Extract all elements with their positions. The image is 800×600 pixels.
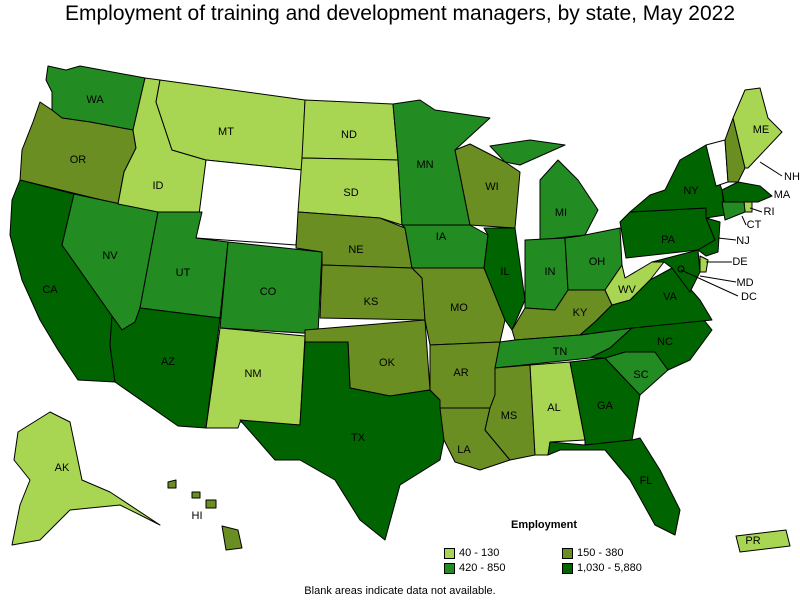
state-AK[interactable] [11, 411, 161, 546]
state-ME[interactable] [732, 87, 783, 169]
state-label-NC: NC [657, 336, 673, 348]
state-label-NE: NE [348, 244, 363, 256]
state-label-ME: ME [753, 124, 770, 136]
state-label-FL: FL [640, 475, 653, 487]
state-label-WA: WA [86, 94, 104, 106]
legend-item: 1,030 - 5,880 [562, 562, 642, 574]
state-label-PR: PR [745, 535, 760, 547]
state-label-TN: TN [553, 346, 568, 358]
state-label-SC: SC [633, 369, 648, 381]
legend-item: 150 - 380 [562, 547, 623, 559]
state-WY[interactable] [195, 159, 303, 246]
legend-label: 420 - 850 [459, 562, 506, 574]
state-MA[interactable] [721, 181, 773, 203]
footnote: Blank areas indicate data not available. [304, 585, 496, 597]
legend-swatch [562, 562, 573, 574]
legend-title: Employment [511, 519, 578, 531]
state-label-CA: CA [42, 284, 58, 296]
state-label-SD: SD [343, 187, 358, 199]
state-CT[interactable] [721, 201, 746, 221]
legend-label: 1,030 - 5,880 [577, 562, 642, 574]
state-label-TX: TX [351, 432, 366, 444]
state-label-CT: CT [747, 219, 762, 231]
leader-lines [680, 161, 783, 297]
state-label-MO: MO [450, 302, 468, 314]
state-label-CO: CO [260, 286, 277, 298]
legend-label: 150 - 380 [577, 547, 624, 559]
state-label-WV: WV [618, 284, 636, 296]
state-label-KY: KY [573, 307, 588, 319]
state-label-KS: KS [364, 296, 379, 308]
state-label-ID: ID [153, 180, 164, 192]
state-label-MI: MI [555, 207, 567, 219]
state-WI[interactable] [454, 143, 521, 229]
state-label-OK: OK [379, 357, 396, 369]
legend-item: 420 - 850 [444, 562, 505, 574]
state-label-MN: MN [416, 159, 433, 171]
state-label-WI: WI [485, 181, 498, 193]
map-title: Employment of training and development m… [64, 2, 736, 25]
state-label-VA: VA [663, 291, 678, 303]
state-label-AK: AK [55, 462, 70, 474]
legend-swatch [444, 547, 455, 559]
state-label-DC: DC [741, 291, 757, 303]
state-label-AL: AL [547, 402, 560, 414]
state-NJ[interactable] [697, 217, 721, 257]
state-NC[interactable] [589, 314, 713, 371]
legend-swatch [562, 547, 573, 559]
state-label-GA: GA [597, 400, 614, 412]
legend-swatch [444, 562, 455, 574]
state-label-MS: MS [501, 410, 518, 422]
state-AZ[interactable] [109, 307, 221, 429]
state-label-NM: NM [244, 368, 261, 380]
state-label-AZ: AZ [161, 356, 175, 368]
state-label-NH: NH [784, 171, 800, 183]
legend-label: 40 - 130 [459, 547, 500, 559]
state-PR[interactable] [735, 529, 791, 553]
state-DE[interactable] [699, 255, 709, 273]
state-label-OH: OH [589, 256, 606, 268]
state-label-IL: IL [500, 266, 509, 278]
state-label-OR: OR [70, 154, 87, 166]
state-label-IA: IA [436, 231, 447, 243]
state-label-LA: LA [457, 444, 471, 456]
state-label-MD: MD [736, 277, 753, 289]
state-label-MT: MT [218, 126, 234, 138]
state-label-UT: UT [176, 267, 191, 279]
legend-item: 40 - 130 [444, 547, 499, 559]
state-label-NY: NY [683, 185, 699, 197]
state-label-DE: DE [732, 256, 747, 268]
state-NH[interactable] [724, 117, 746, 183]
state-IL[interactable] [483, 227, 526, 331]
state-label-AR: AR [453, 367, 468, 379]
state-label-NJ: NJ [736, 235, 749, 247]
state-KS[interactable] [319, 264, 426, 321]
state-label-NV: NV [102, 250, 118, 262]
state-label-PA: PA [661, 234, 676, 246]
state-FL[interactable] [547, 437, 681, 536]
state-SD[interactable] [297, 157, 403, 226]
state-label-ND: ND [341, 129, 357, 141]
state-label-RI: RI [764, 206, 775, 218]
state-MD[interactable] [651, 249, 701, 293]
state-label-HI: HI [192, 510, 203, 522]
state-label-MA: MA [774, 189, 791, 201]
state-HI[interactable] [167, 479, 243, 551]
state-label-IN: IN [545, 266, 556, 278]
state-TX[interactable] [239, 341, 445, 541]
